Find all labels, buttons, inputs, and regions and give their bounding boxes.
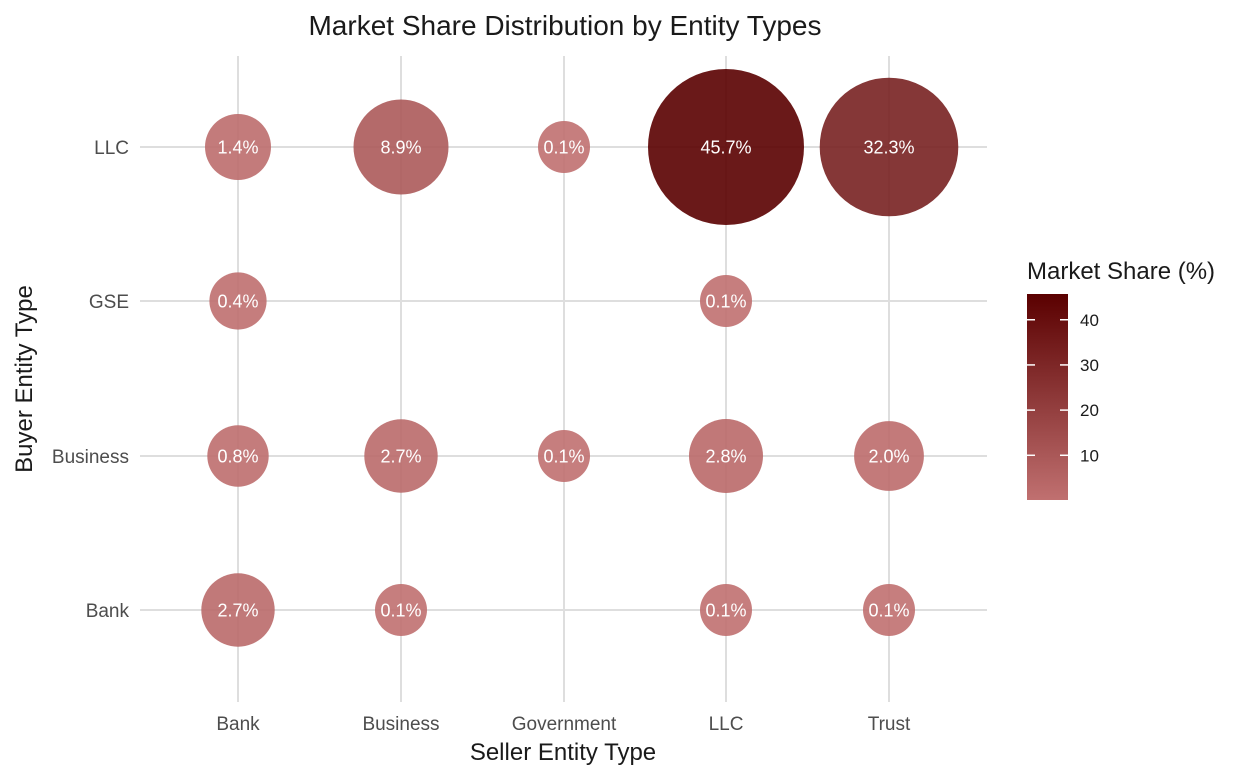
bubble-label-llc-to-business: 2.8%: [705, 447, 746, 467]
bubble-label-business-to-business: 2.7%: [380, 447, 421, 467]
bubble-label-llc-to-bank: 0.1%: [705, 601, 746, 621]
bubble-business-to-business: [364, 419, 438, 493]
bubble-label-layer: 1.4% 8.9% 0.1% 45.7% 32.3% 0.4% 0.1% 0.8% 2.7% 0.…: [217, 138, 914, 621]
bubble-label-bank-to-llc: 1.4%: [217, 138, 258, 158]
legend-color-bar: [1027, 294, 1068, 500]
bubble-trust-to-llc: [819, 77, 959, 217]
x-tick-trust: Trust: [868, 714, 911, 735]
y-tick-llc: LLC: [94, 138, 129, 159]
legend-tick-label-20: 20: [1080, 401, 1099, 420]
bubble-bank-to-gse: [209, 272, 267, 330]
bubble-bank-to-llc: [205, 114, 271, 180]
bubble-government-to-llc: [538, 121, 590, 173]
bubble-label-bank-to-gse: 0.4%: [217, 292, 258, 312]
legend: Market Share (%) 10 20 30 40: [1027, 258, 1215, 500]
bubble-label-trust-to-bank: 0.1%: [868, 601, 909, 621]
bubble-business-to-bank: [375, 584, 427, 636]
bubble-llc-to-business: [689, 419, 763, 493]
bubble-label-bank-to-bank: 2.7%: [217, 601, 258, 621]
bubble-bank-to-business: [207, 425, 269, 487]
x-axis-title: Seller Entity Type: [470, 739, 656, 766]
bubble-label-bank-to-business: 0.8%: [217, 447, 258, 467]
bubble-llc-to-gse: [700, 275, 752, 327]
bubble-label-llc-to-llc: 45.7%: [700, 138, 751, 158]
bubble-layer: [201, 69, 959, 647]
bubble-business-to-llc: [353, 99, 449, 195]
bubble-trust-to-business: [854, 421, 924, 491]
y-axis-title: Buyer Entity Type: [11, 285, 38, 473]
bubble-label-llc-to-gse: 0.1%: [705, 292, 746, 312]
y-tick-layer: Bank Business GSE LLC: [52, 138, 130, 622]
bubble-label-trust-to-business: 2.0%: [868, 447, 909, 467]
x-tick-llc: LLC: [709, 714, 744, 735]
x-tick-layer: Bank Business Government LLC Trust: [216, 714, 911, 735]
bubble-label-business-to-llc: 8.9%: [380, 138, 421, 158]
legend-title: Market Share (%): [1027, 258, 1215, 285]
bubble-label-government-to-llc: 0.1%: [543, 138, 584, 158]
bubble-llc-to-bank: [700, 584, 752, 636]
x-tick-business: Business: [362, 714, 439, 735]
bubble-label-business-to-bank: 0.1%: [380, 601, 421, 621]
bubble-label-trust-to-llc: 32.3%: [863, 138, 914, 158]
bubble-trust-to-bank: [863, 584, 915, 636]
bubble-bank-to-bank: [201, 573, 275, 647]
bubble-government-to-business: [538, 430, 590, 482]
y-tick-bank: Bank: [86, 601, 130, 622]
x-tick-bank: Bank: [216, 714, 260, 735]
bubble-llc-to-llc: [648, 69, 804, 225]
chart-title: Market Share Distribution by Entity Type…: [308, 10, 821, 41]
legend-tick-label-30: 30: [1080, 356, 1099, 375]
bubble-label-government-to-business: 0.1%: [543, 447, 584, 467]
legend-tick-label-40: 40: [1080, 311, 1099, 330]
y-tick-business: Business: [52, 447, 129, 468]
legend-tick-label-10: 10: [1080, 446, 1099, 465]
legend-tick-layer: 10 20 30 40: [1027, 311, 1099, 465]
x-tick-government: Government: [512, 714, 617, 735]
y-tick-gse: GSE: [89, 292, 129, 313]
